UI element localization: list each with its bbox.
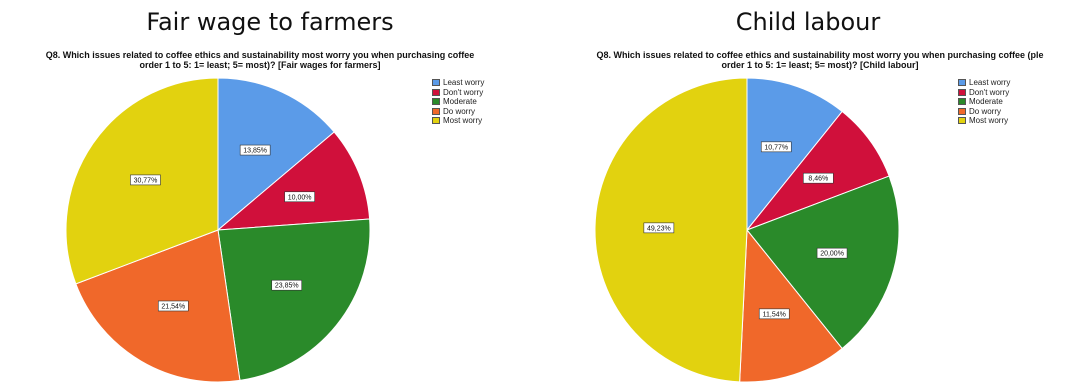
slice-label-box: [157, 300, 189, 312]
slice-value-label: 30,77%: [134, 177, 158, 184]
slice-value-label: 49,23%: [647, 225, 671, 232]
slice-label: 21,54%: [157, 300, 189, 312]
slice-label-box: [803, 172, 834, 184]
legend-swatch: [432, 107, 440, 115]
chart-panel-child-labour: Child labour Q8. Which issues related to…: [540, 0, 1076, 384]
pie-slice: [216, 131, 371, 231]
chart-subtitle-line2: order 1 to 5: 1= least; 5= most)? [Fair …: [139, 60, 381, 70]
legend-swatch: [432, 117, 440, 125]
pie-slice: [746, 77, 843, 232]
legend-item: Moderate: [958, 97, 1010, 107]
chart-title: Child labour: [735, 8, 881, 36]
legend-item: Least worry: [958, 78, 1010, 88]
slice-label-box: [758, 308, 790, 320]
slice-label: 49,23%: [643, 222, 675, 234]
legend-swatch: [432, 98, 440, 106]
legend-swatch: [432, 79, 440, 87]
slice-value-label: 21,54%: [161, 303, 185, 310]
slice-label-box: [760, 141, 792, 153]
legend-item: Don't worry: [958, 88, 1010, 98]
legend-label: Moderate: [969, 97, 1003, 107]
pie-slice: [217, 77, 335, 232]
legend-swatch: [958, 117, 966, 125]
chart-panel-fair-wage: Fair wage to farmers Q8. Which issues re…: [0, 8, 520, 383]
slice-label: 10,77%: [760, 141, 792, 153]
legend-swatch: [958, 107, 966, 115]
chart-title: Fair wage to farmers: [146, 8, 394, 36]
legend-label: Moderate: [443, 97, 477, 107]
slice-label: 8,46%: [803, 172, 834, 184]
chart-subtitle: Q8. Which issues related to coffee ethic…: [540, 50, 1076, 70]
chart-subtitle-line1: Q8. Which issues related to coffee ethic…: [596, 50, 1044, 60]
slice-label-box: [643, 222, 675, 234]
legend-label: Least worry: [443, 78, 485, 88]
slice-value-label: 11,54%: [763, 311, 786, 318]
chart-legend: Least worry Don't worry Moderate Do worry Mo…: [432, 78, 484, 126]
slice-value-label: 13,85%: [243, 148, 267, 155]
legend-item: Moderate: [432, 97, 484, 107]
legend-swatch: [958, 98, 966, 106]
legend-label: Least worry: [969, 78, 1011, 88]
pie-slice: [746, 175, 900, 350]
slice-value-label: 10,77%: [764, 144, 788, 151]
chart-subtitle-line2: order 1 to 5: 1= least; 5= most)? [Child…: [721, 60, 919, 70]
slice-label: 23,85%: [271, 279, 303, 291]
legend-item: Do worry: [432, 107, 484, 117]
legend-swatch: [958, 88, 966, 96]
legend-label: Don't worry: [443, 87, 484, 97]
slice-label: 11,54%: [758, 308, 790, 320]
slice-label-box: [239, 144, 271, 156]
legend-item: Most worry: [958, 116, 1010, 126]
legend-item: Do worry: [958, 107, 1010, 117]
slice-value-label: 23,85%: [275, 283, 299, 290]
legend-label: Don't worry: [969, 87, 1010, 97]
legend-swatch: [958, 79, 966, 87]
legend-label: Do worry: [443, 106, 476, 116]
slice-label: 10,00%: [284, 191, 315, 203]
chart-subtitle: Q8. Which issues related to coffee ethic…: [0, 50, 520, 70]
slice-value-label: 10,00%: [288, 194, 312, 201]
slice-label: 30,77%: [130, 174, 161, 186]
pie-slice: [217, 218, 371, 381]
slice-label-box: [284, 191, 315, 203]
pie-chart: 13,85% 10,00% 23,85% 21,54% 30,77%: [65, 77, 371, 383]
pie-slice: [739, 228, 843, 383]
legend-swatch: [432, 88, 440, 96]
slice-value-label: 8,46%: [808, 176, 828, 183]
slice-label: 20,00%: [816, 247, 848, 259]
slice-label: 13,85%: [239, 144, 271, 156]
legend-label: Do worry: [969, 106, 1002, 116]
pie-slice: [75, 229, 241, 383]
chart-legend: Least worry Don't worry Moderate Do worry Mo…: [958, 78, 1010, 126]
slice-label-box: [271, 279, 303, 291]
slice-label-box: [130, 174, 161, 186]
legend-item: Don't worry: [432, 88, 484, 98]
legend-item: Least worry: [432, 78, 484, 88]
slice-label-box: [816, 247, 848, 259]
legend-label: Most worry: [443, 116, 483, 126]
legend-item: Most worry: [432, 116, 484, 126]
legend-label: Most worry: [969, 116, 1009, 126]
chart-subtitle-line1: Q8. Which issues related to coffee ethic…: [45, 50, 475, 60]
slice-value-label: 20,00%: [820, 251, 844, 258]
pie-chart: 10,77% 8,46% 20,00% 11,54% 49,23%: [594, 77, 900, 383]
